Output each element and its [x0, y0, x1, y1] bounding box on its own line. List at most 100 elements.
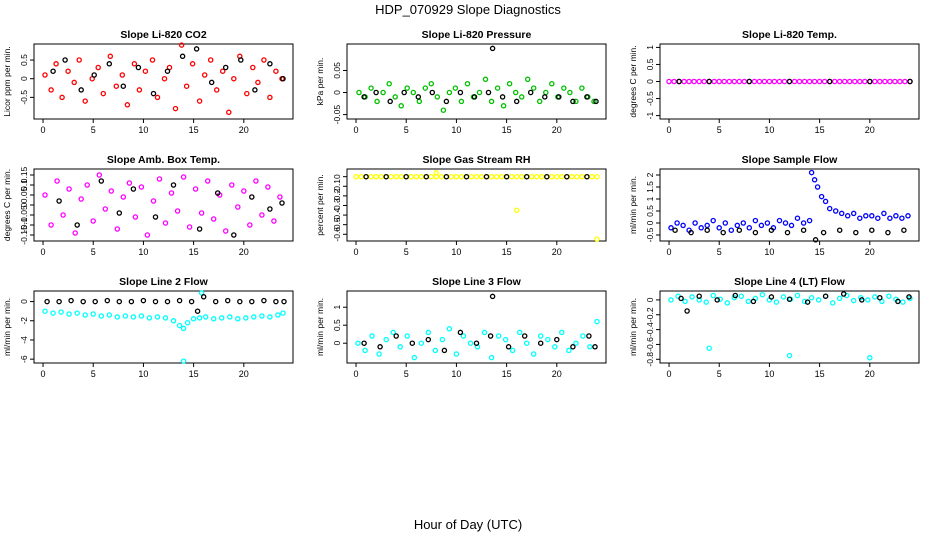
x-tick-label: 5	[404, 247, 409, 257]
data-point	[423, 173, 430, 180]
data-point	[877, 294, 883, 301]
x-tick-label: 20	[552, 247, 562, 257]
data-point	[862, 78, 868, 85]
data-point	[68, 297, 74, 304]
data-point	[162, 220, 169, 226]
data-point	[523, 340, 530, 346]
data-point	[559, 173, 565, 180]
data-point	[390, 329, 396, 336]
data-point	[536, 98, 543, 105]
data-point	[98, 178, 105, 184]
data-point	[726, 78, 733, 85]
data-point	[716, 78, 722, 85]
x-tick-label: 10	[451, 369, 461, 379]
data-point	[808, 169, 815, 176]
data-point	[906, 294, 912, 300]
data-point	[549, 80, 555, 87]
data-point	[374, 98, 380, 105]
data-point	[458, 98, 465, 105]
data-point	[267, 206, 273, 212]
data-point	[152, 298, 159, 305]
data-point	[820, 229, 827, 236]
panel-title: Slope Li-820 CO2	[120, 29, 207, 41]
data-point	[554, 336, 560, 343]
data-point	[120, 83, 127, 89]
data-point	[732, 292, 739, 299]
data-point	[418, 173, 425, 180]
x-tick-label: 20	[239, 247, 249, 257]
data-point	[872, 78, 878, 85]
data-point	[237, 298, 243, 305]
data-point	[566, 347, 572, 354]
data-point	[545, 336, 551, 343]
data-point	[826, 78, 833, 85]
data-point	[271, 218, 277, 224]
data-point	[680, 222, 686, 229]
panel-title: Slope Gas Stream RH	[423, 154, 531, 166]
data-point	[829, 300, 836, 306]
data-point	[710, 217, 716, 224]
data-point	[130, 186, 137, 192]
data-point	[758, 222, 765, 229]
x-tick-label: 0	[354, 125, 359, 135]
data-point	[722, 220, 729, 226]
x-tick-label: 10	[138, 247, 148, 257]
data-point	[56, 198, 62, 204]
data-point	[356, 89, 362, 96]
data-point	[512, 89, 519, 96]
data-point	[425, 329, 432, 336]
data-point	[877, 78, 883, 85]
data-point	[378, 173, 384, 180]
y-tick-label: -0.4	[645, 322, 655, 337]
x-tick-label: 20	[552, 369, 562, 379]
data-point	[887, 215, 893, 221]
x-tick-label: 10	[451, 247, 461, 257]
data-point	[734, 222, 741, 229]
data-point	[704, 222, 710, 229]
data-point	[358, 173, 364, 180]
data-point	[750, 298, 757, 305]
data-point	[502, 336, 509, 343]
data-point	[832, 208, 839, 214]
data-point	[238, 57, 244, 63]
data-point	[897, 78, 903, 85]
data-point	[554, 173, 560, 180]
data-point	[114, 314, 121, 320]
data-point	[482, 76, 489, 83]
y-tick-label: -0.5	[332, 217, 342, 232]
data-point	[231, 232, 237, 238]
data-point	[844, 213, 851, 219]
data-point	[116, 210, 123, 216]
data-point	[905, 213, 911, 219]
data-point	[678, 295, 684, 302]
data-point	[552, 344, 558, 350]
data-point	[464, 80, 471, 87]
data-point	[393, 333, 399, 339]
data-point	[78, 87, 84, 93]
data-point	[170, 182, 177, 188]
data-point	[56, 298, 62, 305]
data-point	[592, 344, 598, 350]
data-point	[806, 217, 813, 224]
y-tick-label: 0.5	[645, 58, 655, 70]
data-point	[478, 173, 485, 180]
data-point	[376, 351, 382, 357]
data-point	[128, 298, 135, 305]
x-tick-label: 20	[239, 369, 249, 379]
data-point	[850, 210, 857, 217]
data-point	[836, 78, 843, 85]
data-point	[513, 207, 520, 214]
x-tick-label: 0	[41, 247, 46, 257]
page-title: HDP_070929 Slope Diagnostics	[375, 2, 561, 17]
data-point	[409, 340, 416, 346]
data-point	[593, 98, 599, 105]
data-point	[213, 87, 220, 93]
data-point	[493, 173, 500, 180]
data-point	[841, 78, 848, 85]
data-point	[183, 83, 190, 89]
data-point	[368, 85, 374, 91]
data-point	[247, 222, 253, 228]
data-point	[537, 333, 544, 339]
y-tick-label: 0.05	[19, 186, 29, 203]
data-point	[428, 173, 435, 180]
